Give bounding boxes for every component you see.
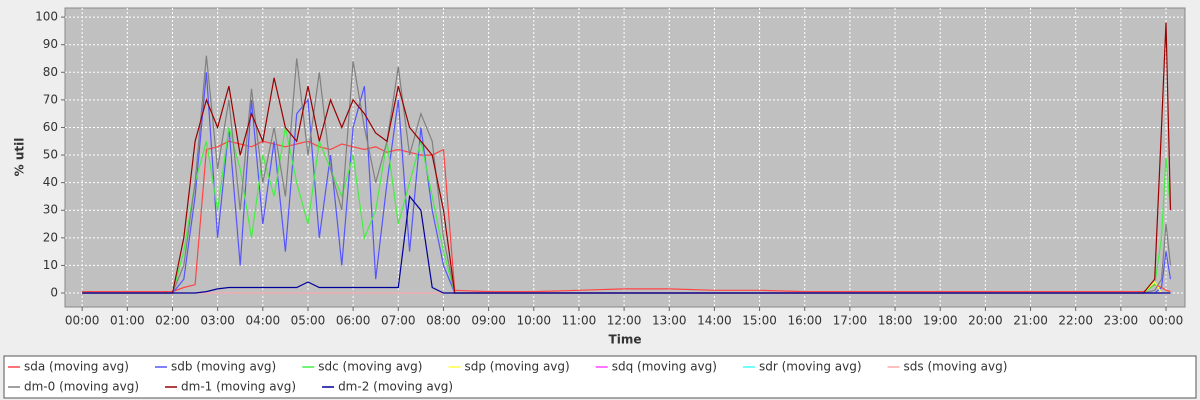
x-tick-label: 07:00 <box>381 314 416 328</box>
legend-item: sdc (moving avg) <box>302 360 422 374</box>
legend-label: sds (moving avg) <box>904 360 1008 374</box>
x-tick-label: 09:00 <box>471 314 506 328</box>
x-tick-label: 02:00 <box>155 314 190 328</box>
x-tick-label: 06:00 <box>336 314 371 328</box>
series-line <box>82 194 1171 294</box>
legend-label: sda (moving avg) <box>24 360 129 374</box>
y-axis-label: % util <box>13 138 27 177</box>
x-tick-label: 04:00 <box>246 314 281 328</box>
legend-label: sdc (moving avg) <box>318 360 422 374</box>
legend-item: dm-0 (moving avg) <box>8 380 139 394</box>
x-tick-label: 17:00 <box>833 314 868 328</box>
y-tick-label: 20 <box>43 230 58 244</box>
legend-item: sdq (moving avg) <box>595 360 717 374</box>
x-tick-label: 00:00 <box>65 314 100 328</box>
x-tick-label: 15:00 <box>742 314 777 328</box>
y-tick-label: 40 <box>43 175 58 189</box>
x-tick-label: 00:00 <box>1149 314 1184 328</box>
x-tick-label: 01:00 <box>110 314 145 328</box>
legend-label: dm-1 (moving avg) <box>181 380 296 394</box>
legend-label: dm-2 (moving avg) <box>338 380 453 394</box>
x-tick-label: 12:00 <box>607 314 642 328</box>
x-tick-label: 14:00 <box>697 314 732 328</box>
y-tick-label: 0 <box>50 286 58 300</box>
y-tick-label: 50 <box>43 148 58 162</box>
plot-area <box>64 7 1186 308</box>
y-tick-label: 10 <box>43 258 58 272</box>
legend-label: sdp (moving avg) <box>464 360 569 374</box>
y-tick-label: 30 <box>43 203 58 217</box>
x-tick-label: 23:00 <box>1104 314 1139 328</box>
x-tick-label: 05:00 <box>291 314 326 328</box>
x-axis-label: Time <box>609 333 642 347</box>
y-tick-label: 90 <box>43 37 58 51</box>
x-tick-label: 08:00 <box>426 314 461 328</box>
legend-label: sdr (moving avg) <box>759 360 862 374</box>
legend-item: sds (moving avg) <box>887 360 1008 374</box>
legend-label: dm-0 (moving avg) <box>24 380 139 394</box>
legend-item: sda (moving avg) <box>8 360 129 374</box>
x-tick-label: 21:00 <box>1013 314 1048 328</box>
y-tick-label: 70 <box>43 92 58 106</box>
y-tick-label: 60 <box>43 120 58 134</box>
legend-label: sdb (moving avg) <box>171 360 276 374</box>
legend-item: sdp (moving avg) <box>448 360 570 374</box>
x-tick-label: 03:00 <box>200 314 235 328</box>
x-tick-label: 10:00 <box>516 314 551 328</box>
legend-item: dm-2 (moving avg) <box>322 380 453 394</box>
x-tick-label: 22:00 <box>1058 314 1093 328</box>
y-tick-label: 100 <box>35 10 58 24</box>
legend <box>3 355 1197 399</box>
legend-item: sdb (moving avg) <box>154 360 276 374</box>
x-tick-label: 20:00 <box>968 314 1003 328</box>
x-tick-label: 13:00 <box>652 314 687 328</box>
legend-item: dm-1 (moving avg) <box>165 380 296 394</box>
x-tick-label: 11:00 <box>562 314 597 328</box>
x-tick-label: 19:00 <box>923 314 958 328</box>
x-tick-label: 18:00 <box>878 314 913 328</box>
legend-label: sdq (moving avg) <box>612 360 717 374</box>
y-tick-label: 80 <box>43 65 58 79</box>
x-tick-label: 16:00 <box>787 314 822 328</box>
legend-item: sdr (moving avg) <box>742 360 862 374</box>
